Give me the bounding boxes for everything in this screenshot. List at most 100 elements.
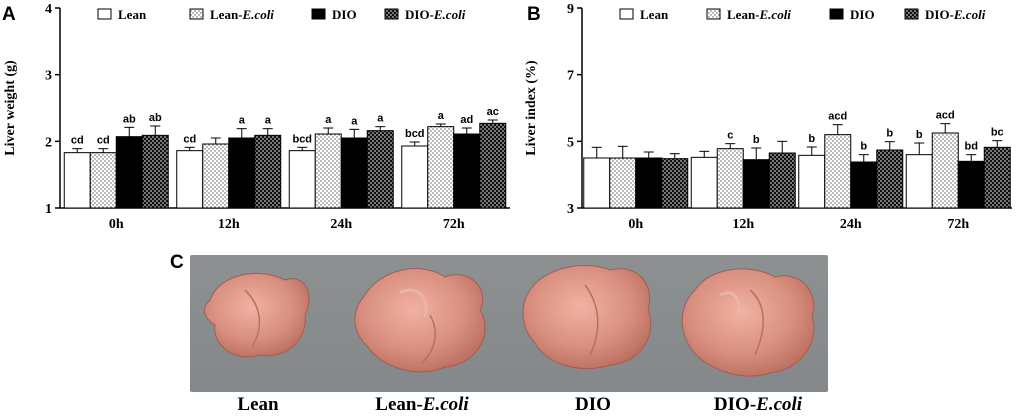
sig-label-a-lean-0h: cd (71, 135, 84, 147)
sig-label-b-dio-72h: bd (965, 141, 978, 153)
sig-label-b-dio-12h: b (753, 134, 760, 146)
x-tick-label-a-24h: 24h (330, 217, 352, 232)
y-tick-label-b-1: 5 (567, 135, 574, 150)
photo-label-dio: DIO (575, 394, 611, 415)
liver-photo (190, 255, 828, 392)
sig-label-a-dio-72h: ad (460, 114, 473, 126)
x-tick-label-a-12h: 12h (218, 217, 240, 232)
bar-a-lean-12h (176, 150, 204, 209)
sig-label-b-lean-ecoli-24h: acd (828, 111, 847, 123)
liver-dio (522, 265, 652, 369)
sig-label-a-dio-ecoli-72h: ac (487, 106, 499, 118)
bar-b-dio-0h (635, 157, 663, 209)
bar-a-dio-12h (228, 137, 256, 209)
sig-label-a-dio-ecoli-0h: ab (149, 112, 162, 124)
x-tick-label-b-72h: 72h (947, 217, 969, 232)
bar-a-lean-ecoli-72h (427, 126, 455, 209)
sig-label-a-dio-ecoli-24h: a (377, 113, 384, 125)
y-tick-label-a-2: 3 (45, 69, 52, 84)
legend-label-lean: Lean (118, 7, 147, 22)
legend-a: Lean Lean-E.coli DIO DIO-E.coli (97, 7, 466, 22)
x-tick-label-b-0h: 0h (628, 217, 643, 232)
sig-label-a-dio-0h: ab (123, 113, 136, 125)
legend-swatch-lean (97, 8, 112, 20)
bar-a-lean-72h (401, 145, 429, 209)
bar-a-dio-72h (453, 133, 481, 209)
bar-b-dio-ecoli-12h (768, 152, 796, 209)
bar-a-dio-24h (340, 137, 368, 209)
bar-a-lean-24h (288, 150, 316, 209)
bar-a-lean-ecoli-0h (89, 152, 117, 209)
bar-a-lean-ecoli-12h (202, 143, 230, 209)
photo-label-lean: Lean (237, 394, 279, 415)
bar-b-lean-ecoli-12h (716, 148, 744, 209)
legend-swatch-dio-ecoli (904, 8, 919, 20)
sig-label-b-dio-ecoli-72h: bc (991, 127, 1004, 139)
legend-swatch-lean (619, 8, 634, 20)
x-tick-label-b-12h: 12h (732, 217, 754, 232)
y-tick-label-a-0: 1 (45, 202, 52, 217)
liver-photo-canvas (204, 265, 815, 377)
sig-label-a-dio-12h: a (239, 115, 246, 127)
y-tick-label-b-0: 3 (567, 202, 574, 217)
panel-letter-a: A (2, 4, 16, 25)
x-tick-label-a-0h: 0h (109, 217, 124, 232)
sig-label-b-lean-72h: b (916, 129, 923, 141)
liver-lean (204, 272, 310, 358)
legend-label-dio-ecoli: DIO-E.coli (405, 7, 466, 22)
bar-a-lean-0h (63, 152, 91, 209)
legend-label-lean-ecoli: Lean-E.coli (210, 7, 274, 22)
bar-b-lean-12h (690, 156, 718, 209)
sig-label-a-dio-24h: a (351, 115, 358, 127)
bar-b-dio-12h (742, 159, 770, 209)
legend-swatch-dio (311, 8, 326, 20)
sig-label-b-lean-ecoli-72h: acd (936, 110, 955, 122)
bar-b-lean-72h (905, 154, 933, 209)
sig-label-b-lean-ecoli-12h: c (727, 130, 733, 142)
sig-label-a-lean-12h: cd (183, 133, 196, 145)
photo-label-lean-ecoli: Lean-E.coli (375, 394, 469, 415)
panel-letter-b: B (527, 4, 541, 25)
bar-a-lean-ecoli-24h (314, 133, 342, 209)
bar-b-lean-ecoli-0h (609, 157, 637, 209)
y-axis-label-b: Liver index (%) (524, 60, 539, 156)
bar-a-dio-ecoli-0h (141, 134, 169, 209)
sig-label-a-lean-72h: bcd (405, 128, 425, 140)
bar-b-lean-ecoli-72h (931, 132, 959, 209)
bar-b-lean-ecoli-24h (824, 134, 852, 209)
bar-b-dio-72h (957, 160, 985, 209)
legend-label-dio: DIO (332, 7, 357, 22)
legend-swatch-lean-ecoli (706, 8, 721, 20)
bar-a-dio-ecoli-72h (479, 122, 507, 209)
photo-label-dio-ecoli: DIO-E.coli (713, 394, 803, 415)
y-tick-label-a-3: 4 (45, 2, 52, 17)
sig-label-a-lean-ecoli-72h: a (438, 110, 445, 122)
bar-a-dio-ecoli-24h (366, 130, 394, 209)
bar-b-dio-24h (850, 161, 878, 209)
legend-swatch-dio (829, 8, 844, 20)
bar-a-dio-0h (115, 136, 143, 209)
legend-swatch-dio-ecoli (384, 8, 399, 20)
legend-b: Lean Lean-E.coli DIO DIO-E.coli (619, 7, 986, 22)
sig-label-a-lean-ecoli-0h: cd (97, 135, 110, 147)
y-tick-label-b-3: 9 (567, 2, 574, 17)
legend-label-lean-ecoli: Lean-E.coli (727, 7, 791, 22)
sig-label-b-dio-ecoli-24h: b (886, 128, 893, 140)
bar-b-dio-ecoli-0h (661, 158, 689, 209)
y-tick-label-a-1: 2 (45, 135, 52, 150)
sig-label-a-lean-24h: bcd (292, 133, 312, 145)
x-tick-label-b-24h: 24h (840, 217, 862, 232)
bar-b-dio-ecoli-24h (876, 149, 904, 209)
liver-lean-ecoli (354, 268, 486, 373)
sig-label-a-dio-ecoli-12h: a (265, 115, 272, 127)
y-tick-label-b-2: 7 (567, 69, 574, 84)
chart-liver-index: Liver index (%) 3 5 7 9 c b b acd b b b acd bd bc 0h… (524, 2, 1012, 232)
sig-label-b-lean-24h: b (808, 133, 815, 145)
bar-b-dio-ecoli-72h (983, 146, 1011, 209)
sig-label-a-lean-ecoli-24h: a (325, 114, 332, 126)
legend-label-dio: DIO (850, 7, 875, 22)
legend-label-dio-ecoli: DIO-E.coli (925, 7, 986, 22)
bar-b-lean-24h (798, 154, 826, 209)
